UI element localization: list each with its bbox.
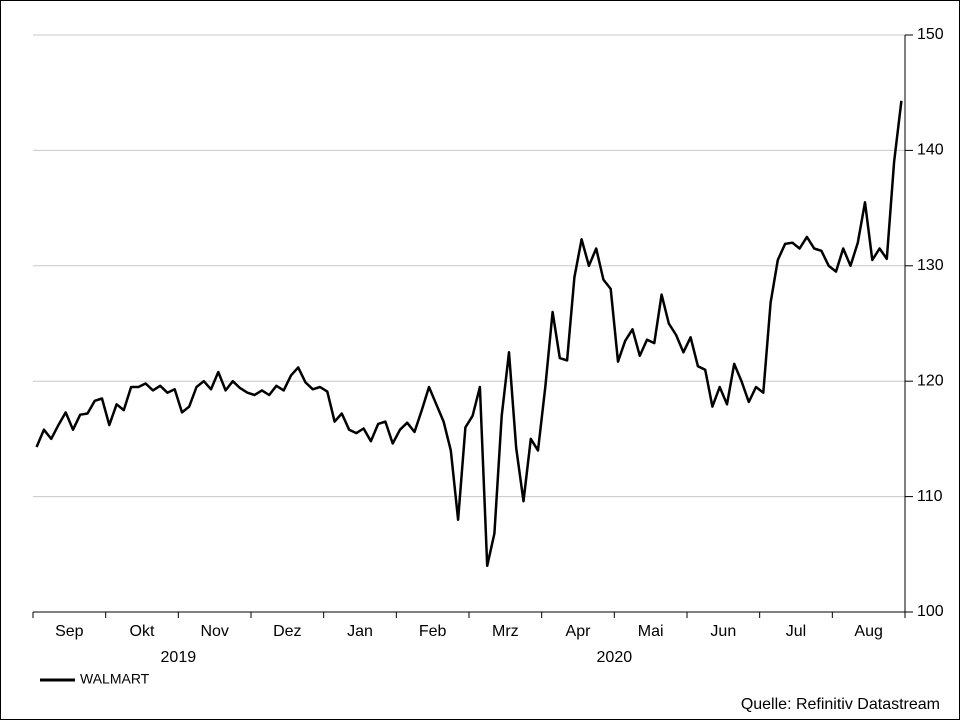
x-tick-label: Mrz <box>492 623 519 640</box>
year-label: 2019 <box>161 649 197 666</box>
x-tick-label: Jan <box>347 623 373 640</box>
year-label: 2020 <box>597 649 633 666</box>
legend-label: WALMART <box>80 671 150 687</box>
x-tick-label: Apr <box>566 623 592 640</box>
line <box>35 100 903 568</box>
y-tick-label: 140 <box>917 142 944 159</box>
y-tick-label: 150 <box>917 26 944 43</box>
y-tick-label: 120 <box>917 372 944 389</box>
source: Quelle: Refinitiv Datastream <box>741 696 940 713</box>
y-tick-label: 130 <box>917 257 944 274</box>
y-tick-label: 110 <box>917 488 943 505</box>
x-tick-label: Dez <box>273 623 301 640</box>
x-tick-label: Mai <box>638 623 664 640</box>
x-tick-label: Okt <box>130 623 155 640</box>
x-tick-label: Aug <box>854 623 882 640</box>
x-tick-label: Sep <box>55 623 84 640</box>
x-tick-label: Nov <box>200 623 228 640</box>
x-tick-label: Jun <box>710 623 736 640</box>
y-tick-label: 100 <box>917 603 944 620</box>
x-tick-label: Feb <box>419 623 447 640</box>
x-tick-label: Jul <box>786 623 806 640</box>
